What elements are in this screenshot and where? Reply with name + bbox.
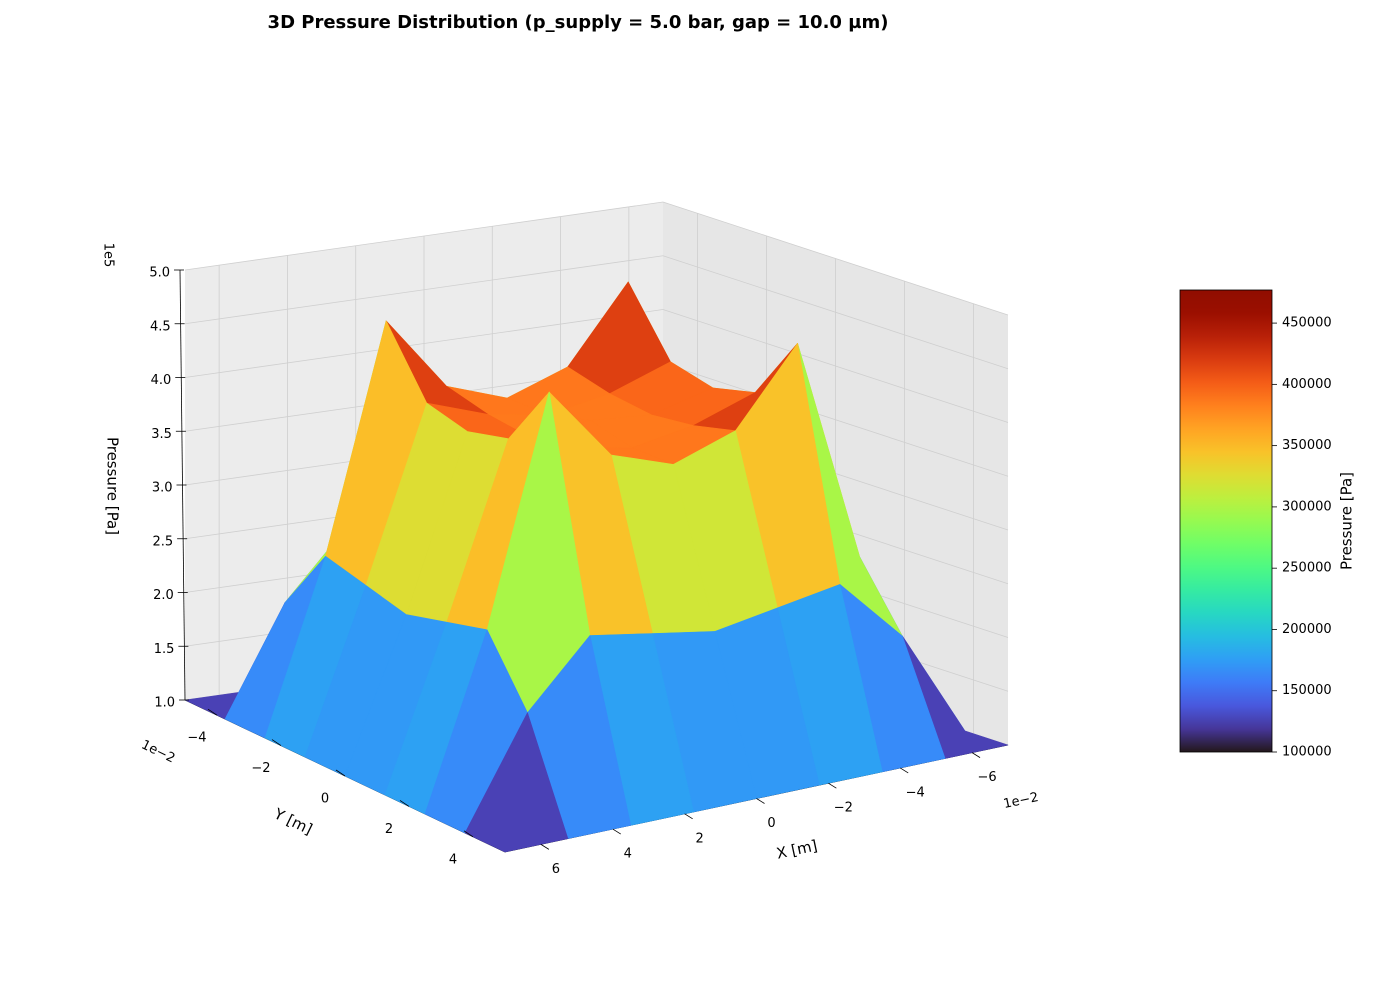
x-tick [900, 767, 909, 774]
x-tick [828, 782, 837, 789]
y-tick-label: 2 [385, 822, 393, 837]
y-tick [271, 739, 282, 746]
colorbar-tick-label: 400000 [1282, 377, 1332, 392]
x-tick [684, 813, 693, 820]
z-tick-label: 2.5 [152, 534, 173, 549]
x-tick [971, 752, 981, 758]
colorbar-tick-label: 350000 [1282, 438, 1332, 453]
z-tick-label: 2.0 [153, 588, 174, 603]
y-tick-label: 0 [321, 792, 329, 807]
y-axis-label: Y [m] [270, 804, 315, 838]
z-tick-label: 1.5 [154, 642, 175, 657]
z-tick-label: 4.0 [151, 373, 172, 388]
y-tick-label: −2 [251, 761, 270, 776]
x-tick-label: 2 [696, 831, 704, 846]
colorbar-tick-label: 300000 [1282, 499, 1332, 514]
x-tick-label: −6 [977, 770, 996, 785]
z-tick-label: 1.0 [154, 696, 175, 711]
colorbar [1179, 289, 1273, 753]
x-tick-label: 4 [624, 847, 632, 862]
x-tick-label: 6 [552, 862, 560, 877]
surface-patch [464, 712, 569, 853]
x-axis-label: X [m] [775, 836, 819, 862]
colorbar-tick-label: 150000 [1282, 683, 1332, 698]
z-tick-label: 4.5 [150, 319, 171, 334]
z-tick-label: 3.0 [152, 481, 173, 496]
colorbar-tick-label: 200000 [1282, 622, 1332, 637]
chart-title: 3D Pressure Distribution (p_supply = 5.0… [268, 12, 889, 33]
colorbar-label: Pressure [Pa] [1338, 472, 1356, 570]
x-offset-label: 1e−2 [1002, 790, 1040, 812]
y-tick [335, 769, 346, 777]
y-tick-label: 4 [449, 852, 457, 867]
x-tick-label: −2 [834, 801, 853, 816]
y-tick [207, 708, 218, 716]
z-tick-label: 5.0 [149, 266, 170, 281]
z-offset-label: 1e5 [101, 243, 116, 268]
colorbar-tick-label: 100000 [1282, 745, 1332, 760]
y-tick [399, 800, 410, 807]
colorbar-tick-label: 450000 [1282, 316, 1332, 331]
y-tick-label: −4 [187, 731, 206, 746]
z-tick-label: 3.5 [151, 427, 172, 442]
x-tick-label: 0 [767, 816, 775, 831]
x-tick-label: −4 [906, 785, 925, 800]
z-axis-label: Pressure [Pa] [104, 437, 122, 535]
colorbar-tick-label: 250000 [1282, 561, 1332, 576]
x-tick [756, 798, 765, 804]
y-offset-label: 1e−2 [139, 737, 177, 766]
y-tick [463, 830, 474, 838]
x-tick [612, 828, 621, 835]
x-tick [540, 844, 550, 850]
